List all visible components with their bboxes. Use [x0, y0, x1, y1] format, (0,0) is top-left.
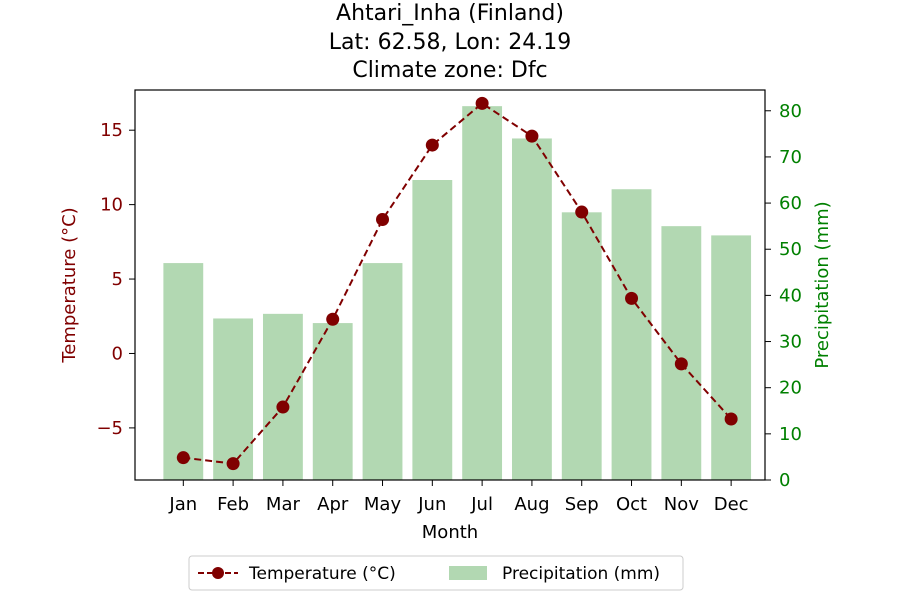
title-line-coordinates: Lat: 62.58, Lon: 24.19: [329, 30, 571, 55]
title-line-climate-zone: Climate zone: Dfc: [352, 58, 547, 83]
temperature-tick-label: 5: [112, 269, 123, 290]
temperature-tick-label: 10: [100, 195, 123, 216]
x-tick-label: Jul: [470, 494, 493, 515]
temperature-point-oct: [625, 291, 639, 305]
temperature-point-jul: [475, 96, 489, 110]
x-tick-label: Dec: [714, 494, 749, 515]
precipitation-bar-jul: [462, 106, 503, 481]
precipitation-bar-oct: [611, 189, 652, 480]
x-tick-label: Jun: [417, 494, 446, 515]
temperature-series: [176, 96, 738, 471]
temperature-axis-title: Temperature (°C): [59, 207, 80, 363]
precipitation-bar-may: [362, 263, 403, 480]
precipitation-axis: 0 10 20 30 40 50 60 70 80: [765, 101, 802, 491]
precipitation-tick-label: 60: [779, 193, 802, 214]
x-tick-label: Jan: [168, 494, 197, 515]
precipitation-bar-sep: [561, 212, 602, 481]
precipitation-tick-label: 0: [779, 470, 790, 491]
x-tick-label: Mar: [266, 494, 301, 515]
temperature-point-sep: [575, 205, 589, 219]
x-axis: Jan Feb Mar Apr May Jun Jul Aug Sep Oct Nov Dec: [168, 480, 749, 515]
precipitation-bar-aug: [512, 138, 552, 480]
precipitation-tick-label: 70: [779, 147, 802, 168]
precipitation-bar-jan: [163, 263, 204, 480]
x-tick-label: Apr: [317, 494, 349, 515]
legend-temperature-label: Temperature (°C): [248, 564, 396, 584]
precipitation-axis-title: Precipitation (mm): [812, 201, 833, 368]
x-tick-label: Nov: [664, 494, 699, 515]
precipitation-tick-label: 50: [779, 239, 802, 260]
temperature-point-nov: [674, 357, 688, 371]
precipitation-bar-feb: [213, 318, 254, 480]
x-tick-label: May: [364, 494, 402, 515]
temperature-point-mar: [276, 400, 290, 414]
temperature-point-feb: [226, 457, 240, 471]
chart-title: Ahtari_Inha (Finland) Lat: 62.58, Lon: 2…: [329, 1, 571, 83]
temperature-tick-label: 15: [100, 120, 123, 141]
x-tick-label: Sep: [565, 494, 599, 515]
temperature-point-aug: [525, 129, 539, 143]
precipitation-tick-label: 40: [779, 285, 802, 306]
x-tick-label: Oct: [616, 494, 647, 515]
temperature-point-jan: [176, 451, 190, 465]
precipitation-tick-label: 10: [779, 424, 802, 445]
chart-legend: Temperature (°C) Precipitation (mm): [188, 555, 684, 591]
precipitation-tick-label: 80: [779, 101, 802, 122]
temperature-point-may: [376, 213, 390, 227]
legend-precipitation-label: Precipitation (mm): [502, 564, 660, 584]
legend-box: [188, 555, 684, 591]
legend-precipitation-swatch: [449, 566, 487, 580]
precipitation-bar-apr: [312, 323, 353, 480]
x-axis-title: Month: [422, 522, 478, 543]
precipitation-bars: [163, 106, 752, 481]
temperature-tick-label: 0: [112, 343, 123, 364]
precipitation-bar-mar: [262, 313, 303, 480]
title-line-station: Ahtari_Inha (Finland): [336, 1, 564, 26]
legend-temperature-marker: [212, 567, 224, 579]
plot-area-frame: [134, 89, 766, 481]
precipitation-bar-dec: [711, 235, 752, 480]
temperature-point-dec: [724, 412, 738, 426]
x-tick-label: Feb: [217, 494, 249, 515]
precipitation-bar-nov: [661, 226, 702, 480]
temperature-point-apr: [326, 312, 340, 326]
x-tick-label: Aug: [514, 494, 549, 515]
temperature-point-jun: [425, 138, 439, 152]
precipitation-bar-jun: [412, 180, 453, 480]
precipitation-tick-label: 20: [779, 378, 802, 399]
temperature-tick-label: −5: [96, 418, 123, 439]
precipitation-tick-label: 30: [779, 332, 802, 353]
temperature-axis: −5 0 5 10 15: [96, 120, 135, 439]
temperature-line: [183, 102, 732, 465]
